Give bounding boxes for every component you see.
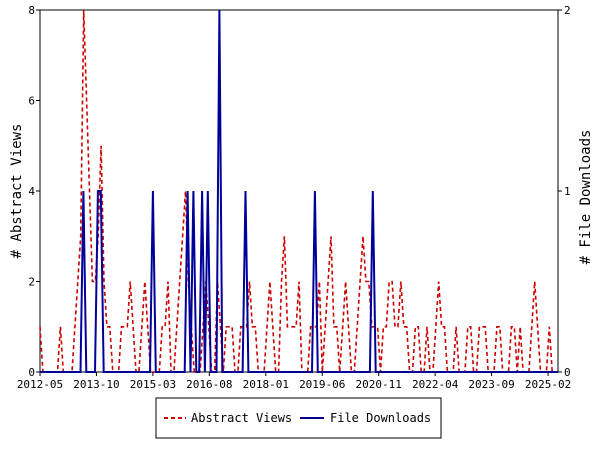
x-tick-label: 2022-04 (412, 378, 459, 391)
y-right-tick-label: 0 (564, 366, 571, 379)
y-left-tick-label: 2 (28, 276, 35, 289)
y-right-axis-title: # File Downloads (578, 130, 594, 265)
legend-file-downloads-label: File Downloads (330, 411, 431, 425)
x-tick-label: 2013-10 (73, 378, 119, 391)
series-line-abstract-views (39, 9, 558, 373)
legend-box (155, 397, 442, 439)
y-left-tick-label: 6 (28, 95, 35, 108)
x-tick-label: 2016-08 (186, 378, 232, 391)
x-axis-ticks: 2012-05 2013-10 2015-03 2016-08 2018-01 2019-… (17, 372, 571, 391)
y-right-axis-ticks: 0 1 2 (558, 4, 571, 379)
x-tick-label: 2023-09 (468, 378, 514, 391)
legend: Abstract Views File Downloads (155, 397, 442, 439)
y-left-tick-label: 0 (28, 366, 35, 379)
y-left-tick-label: 8 (28, 4, 35, 17)
series-layer (39, 9, 558, 373)
y-right-tick-label: 1 (564, 185, 571, 198)
series-line-file-downloads (40, 9, 558, 373)
x-tick-label: 2020-11 (356, 378, 402, 391)
plot-frame (39, 9, 559, 373)
x-tick-label: 2019-06 (299, 378, 345, 391)
x-tick-label: 2012-05 (17, 378, 63, 391)
y-left-axis-ticks: 0 2 4 6 8 (28, 4, 40, 379)
y-left-tick-label: 4 (28, 185, 35, 198)
x-tick-label: 2025-02 (525, 378, 571, 391)
y-left-axis-title: # Abstract Views (9, 124, 25, 259)
legend-abstract-views-label: Abstract Views (191, 411, 292, 425)
x-tick-label: 2018-01 (243, 378, 289, 391)
x-tick-label: 2015-03 (130, 378, 176, 391)
y-right-tick-label: 2 (564, 4, 571, 17)
